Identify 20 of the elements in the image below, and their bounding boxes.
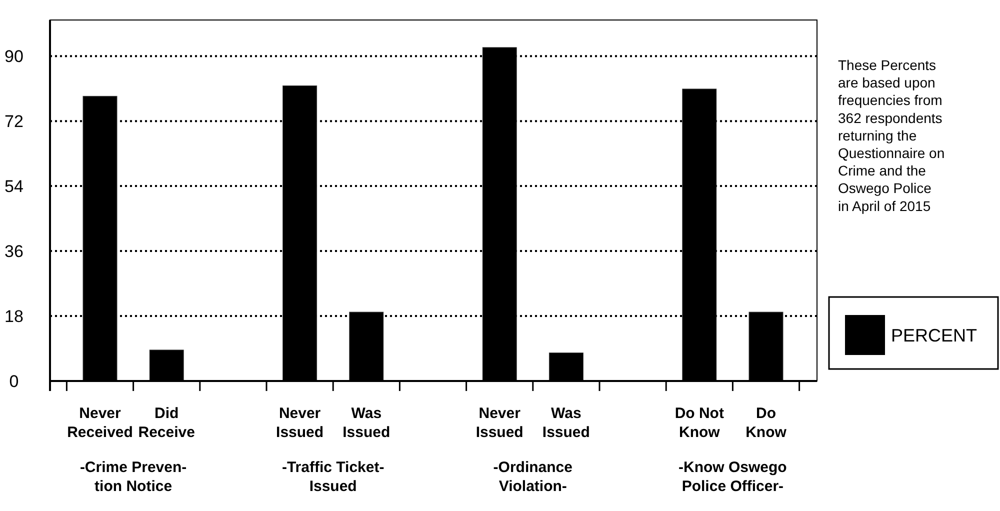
- y-tick-label: 90: [4, 47, 24, 66]
- text: -Ordinance Violation-: [493, 459, 572, 495]
- text: -Traffic Ticket- Issued: [282, 459, 384, 495]
- x-tick-label: Do Know: [746, 405, 787, 441]
- y-tick-label: 54: [4, 177, 24, 196]
- y-tick-label: 18: [4, 306, 24, 326]
- x-tick-label: Was Issued: [542, 405, 590, 441]
- text: -Crime Preven- tion Notice: [80, 459, 187, 495]
- text: -Know Oswego Police Officer-: [678, 459, 787, 495]
- x-tick-label: Do Not Know: [674, 405, 724, 441]
- text: These Percents are based upon frequencies from 362 respondents returning the Questionnaire on Crime and the Oswego Police in April of 2015: [838, 57, 945, 214]
- y-tick-label: 0: [9, 372, 19, 391]
- x-tick-label: Did Receive: [138, 405, 195, 441]
- y-tick-label: 72: [4, 112, 24, 132]
- legend-label: PERCENT: [891, 325, 978, 346]
- x-tick-label: Was Issued: [342, 405, 390, 441]
- x-tick-label: Never Received: [67, 405, 133, 441]
- x-tick-label: Never Issued: [276, 405, 324, 441]
- y-tick-label: 36: [4, 242, 24, 261]
- x-tick-label: Never Issued: [476, 405, 524, 441]
